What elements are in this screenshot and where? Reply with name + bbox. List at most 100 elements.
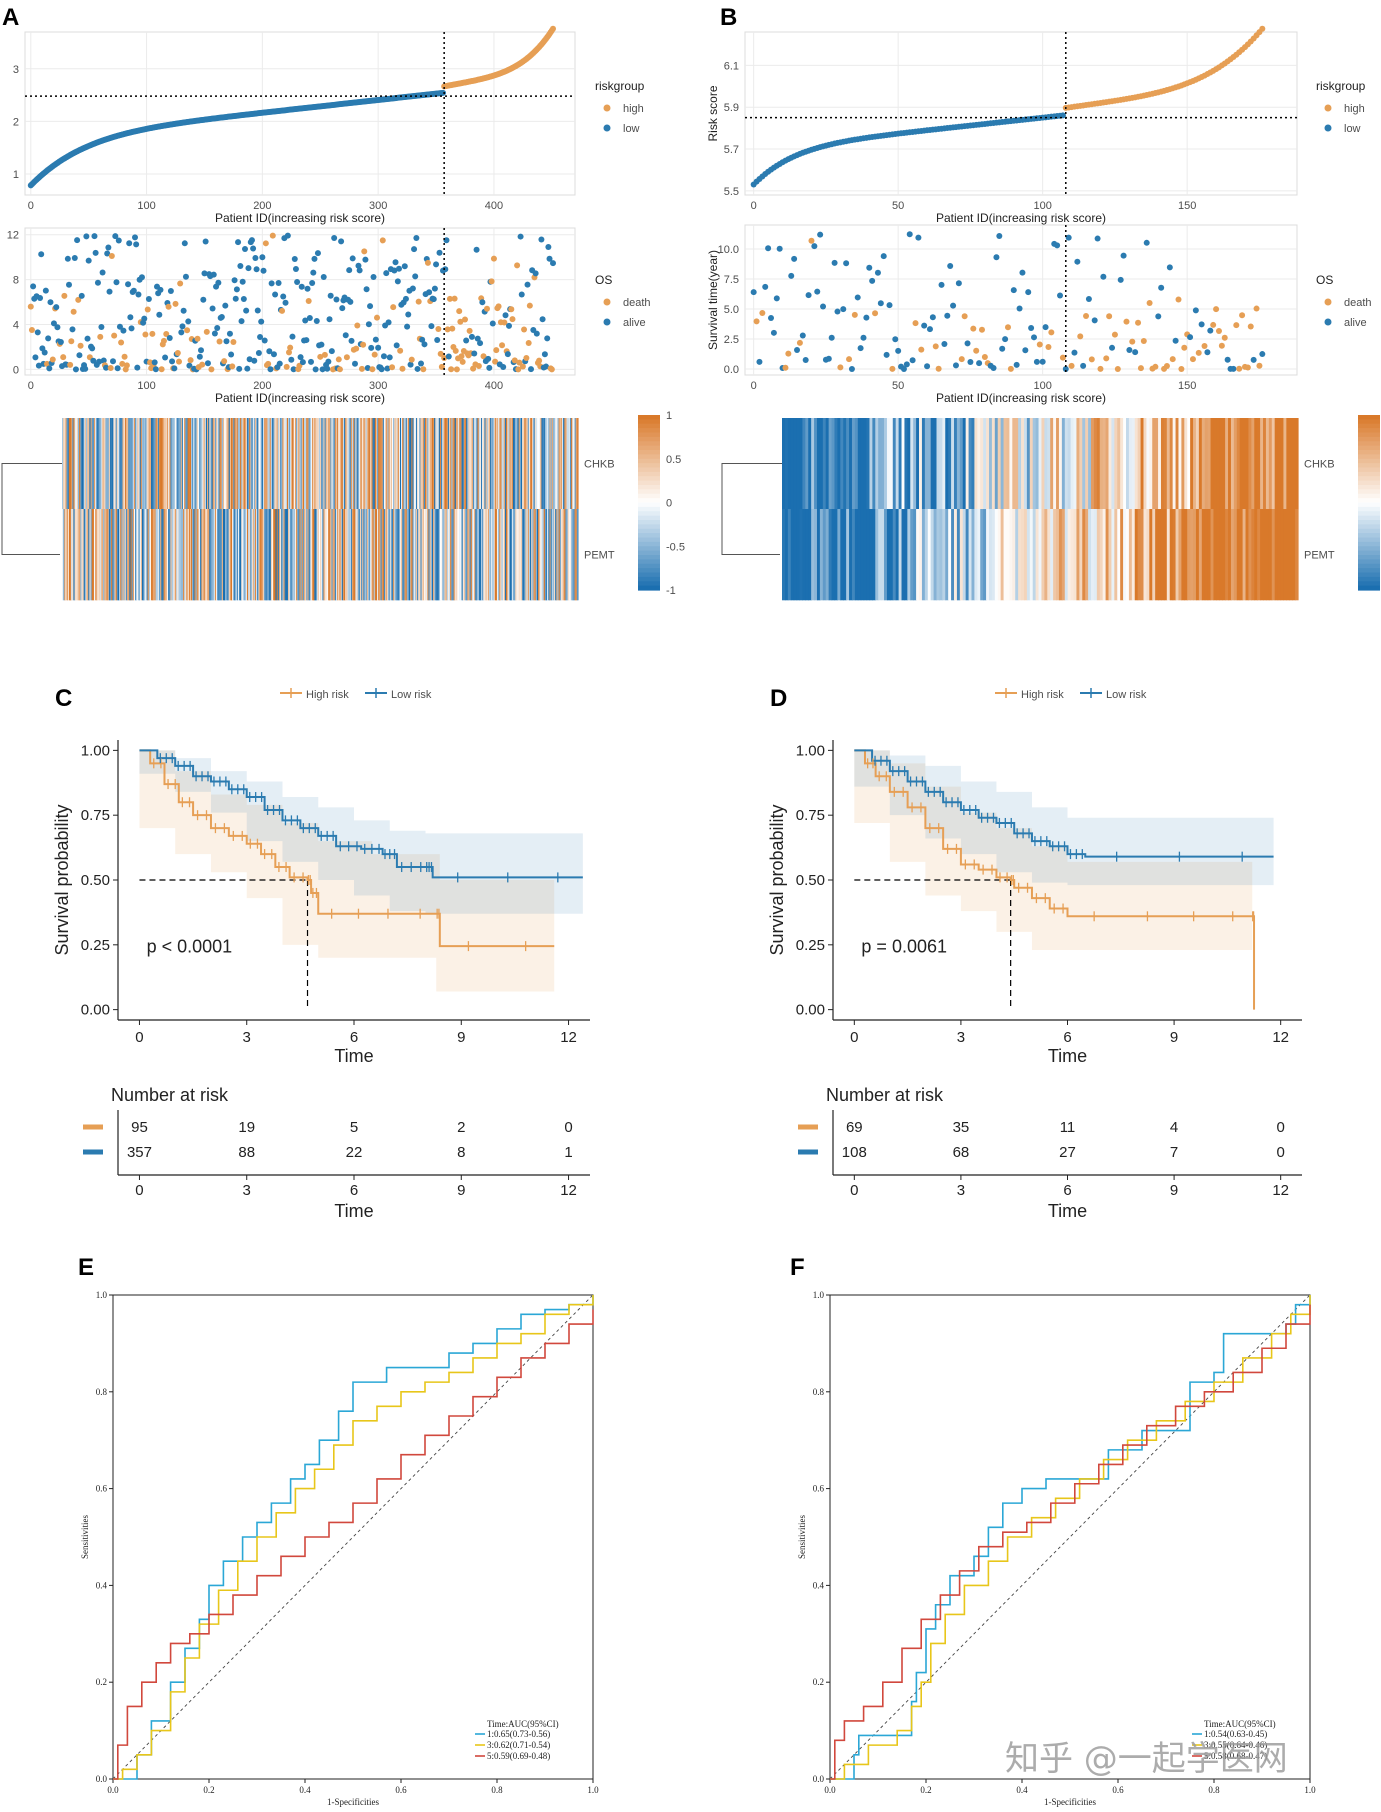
risk-table-x-tick-label: 3: [957, 1182, 965, 1199]
survival-point: [178, 329, 185, 336]
heatmap-cell: [442, 418, 444, 510]
km-x-tick-label: 9: [457, 1029, 465, 1046]
risk-table-cell-high: 19: [238, 1119, 255, 1136]
heatmap-cell: [483, 509, 485, 601]
heatmap-cell: [515, 418, 517, 510]
heatmap-cell: [294, 509, 297, 601]
heatmap-cell: [1230, 509, 1235, 601]
survival-point: [321, 351, 328, 358]
heatmap-cell: [322, 418, 325, 510]
legend-label-high: high: [1344, 103, 1365, 115]
heatmap-cell: [1268, 509, 1273, 601]
heatmap-cell: [536, 509, 539, 601]
survival-point: [144, 306, 151, 313]
heatmap-cell: [965, 418, 970, 510]
panel-b-surv-x-tick-label: 100: [1033, 380, 1051, 392]
survival-point: [252, 255, 259, 262]
heatmap-cell: [202, 418, 205, 510]
panel-a-surv-y-tick-label: 4: [13, 320, 19, 332]
heatmap-cell: [275, 509, 278, 601]
heatmap-cell: [188, 509, 191, 601]
heatmap-cell: [143, 509, 145, 601]
survival-point: [257, 334, 264, 341]
heatmap-cell: [1280, 418, 1285, 510]
survival-point: [105, 244, 112, 251]
heatmap-cell: [258, 509, 261, 601]
heatmap-cell: [511, 509, 514, 601]
heatmap-cell: [427, 509, 430, 601]
heatmap-cell: [828, 418, 833, 510]
survival-point: [782, 364, 789, 371]
survival-point: [1195, 349, 1202, 356]
heatmap-cell: [339, 418, 342, 510]
heatmap-cell: [219, 418, 222, 510]
survival-point: [349, 255, 356, 262]
colorbar-step: [1358, 445, 1380, 451]
survival-point: [61, 292, 68, 299]
survival-point: [358, 365, 365, 372]
survival-point: [912, 320, 919, 327]
heatmap-cell: [575, 418, 578, 510]
heatmap-cell: [128, 509, 130, 601]
survival-point: [964, 340, 971, 347]
heatmap-cell: [98, 509, 101, 601]
survival-point: [1175, 296, 1182, 303]
heatmap-cell: [316, 509, 319, 601]
heatmap-cell: [402, 509, 404, 601]
heatmap-cell: [184, 509, 186, 601]
heatmap-cell: [901, 418, 906, 510]
survival-point: [318, 341, 325, 348]
heatmap-cell: [837, 418, 841, 510]
heatmap-cell: [62, 418, 64, 510]
survival-point: [248, 237, 255, 244]
survival-point: [493, 347, 500, 354]
heatmap-cell: [1152, 509, 1156, 601]
colorbar-step: [1358, 415, 1380, 420]
heatmap-cell: [1096, 418, 1101, 510]
heatmap-cell: [205, 509, 208, 601]
survival-point: [171, 365, 178, 372]
heatmap-cell: [175, 509, 177, 601]
survival-point: [242, 246, 248, 253]
heatmap-cell: [574, 509, 577, 601]
heatmap-cell: [289, 418, 291, 510]
panel-a-surv-x-tick-label: 200: [253, 380, 271, 392]
heatmap-cell: [574, 418, 577, 510]
heatmap-cell: [455, 418, 458, 510]
heatmap-cell: [1271, 509, 1276, 601]
heatmap-cell: [476, 509, 479, 601]
heatmap-cell: [85, 509, 88, 601]
heatmap-cell: [220, 418, 223, 510]
heatmap-cell: [313, 509, 315, 601]
heatmap-cell: [193, 509, 196, 601]
heatmap-cell: [248, 418, 250, 510]
heatmap-cell: [1093, 509, 1098, 601]
heatmap-cell: [437, 509, 440, 601]
heatmap-cell: [386, 509, 388, 601]
heatmap-cell: [1003, 418, 1008, 510]
legend-label-death: death: [623, 297, 651, 309]
survival-point: [342, 332, 349, 339]
heatmap-cell: [346, 418, 348, 510]
heatmap-cell: [854, 418, 859, 510]
heatmap-cell: [1143, 418, 1148, 510]
heatmap-cell: [487, 509, 490, 601]
survival-point: [156, 311, 163, 318]
heatmap-cell: [196, 418, 199, 510]
heatmap-cell: [181, 509, 184, 601]
heatmap-cell: [568, 509, 571, 601]
heatmap-cell: [131, 509, 134, 601]
heatmap-cell: [1251, 418, 1255, 510]
heatmap-cell: [539, 418, 541, 510]
heatmap-cell: [573, 418, 576, 510]
heatmap-cell: [1105, 509, 1110, 601]
heatmap-cell: [860, 418, 865, 510]
heatmap-cell: [130, 509, 133, 601]
heatmap-cell: [242, 509, 245, 601]
heatmap-cell: [397, 418, 400, 510]
heatmap-cell: [439, 509, 442, 601]
heatmap-cell: [283, 418, 286, 510]
heatmap-cell: [136, 509, 138, 601]
legend-swatch-high: [603, 104, 611, 112]
heatmap-cell: [425, 418, 427, 510]
